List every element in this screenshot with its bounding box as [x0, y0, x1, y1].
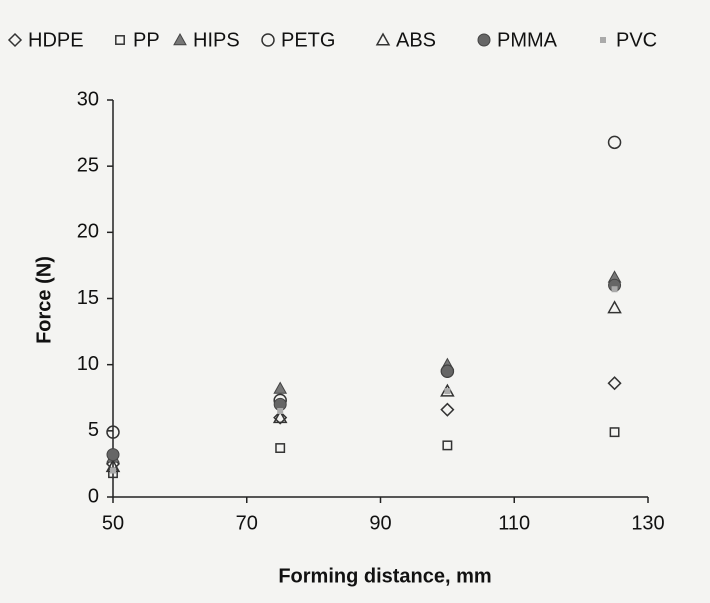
point: [607, 135, 622, 150]
point: [273, 381, 288, 394]
y-tick-label: 10: [77, 353, 99, 375]
x-tick-label: 110: [498, 512, 530, 534]
y-tick-label: 20: [77, 221, 99, 243]
y-tick-label: 5: [88, 419, 99, 441]
legend-marker: [375, 32, 391, 46]
legend-marker: [477, 33, 491, 47]
legend-marker: [173, 32, 187, 46]
point: [607, 376, 622, 391]
legend-marker: [7, 32, 23, 48]
point: [440, 364, 454, 378]
point: [106, 448, 120, 462]
point: [273, 410, 288, 425]
legend-label: HIPS: [193, 29, 240, 51]
y-tick-label: 0: [88, 485, 99, 507]
point: [110, 467, 116, 474]
point: [275, 443, 286, 453]
point: [106, 425, 120, 439]
y-tick-label: 25: [77, 154, 99, 176]
x-tick-label: 50: [102, 512, 124, 534]
point: [277, 407, 284, 414]
legend-marker: [115, 35, 125, 45]
y-tick-label: 30: [77, 88, 99, 110]
legend-label: PETG: [281, 29, 335, 51]
point: [442, 440, 453, 451]
legend-label: PMMA: [497, 29, 558, 51]
point: [440, 402, 455, 417]
point: [272, 410, 288, 424]
point: [444, 388, 451, 395]
legend-marker: [261, 33, 275, 47]
y-tick-label: 15: [77, 287, 99, 309]
legend-label: PP: [133, 29, 160, 51]
legend-label: HDPE: [28, 29, 84, 51]
x-tick-label: 90: [369, 512, 391, 534]
y-axis-label: Force (N): [33, 256, 55, 344]
point: [609, 427, 620, 438]
legend-label: ABS: [396, 29, 436, 51]
point: [607, 300, 622, 314]
x-axis-label: Forming distance, mm: [278, 565, 491, 587]
point: [611, 286, 618, 293]
legend-label: PVC: [616, 29, 657, 51]
x-tick-label: 130: [631, 512, 664, 534]
legend-marker: [600, 37, 606, 43]
x-tick-label: 70: [236, 512, 258, 534]
